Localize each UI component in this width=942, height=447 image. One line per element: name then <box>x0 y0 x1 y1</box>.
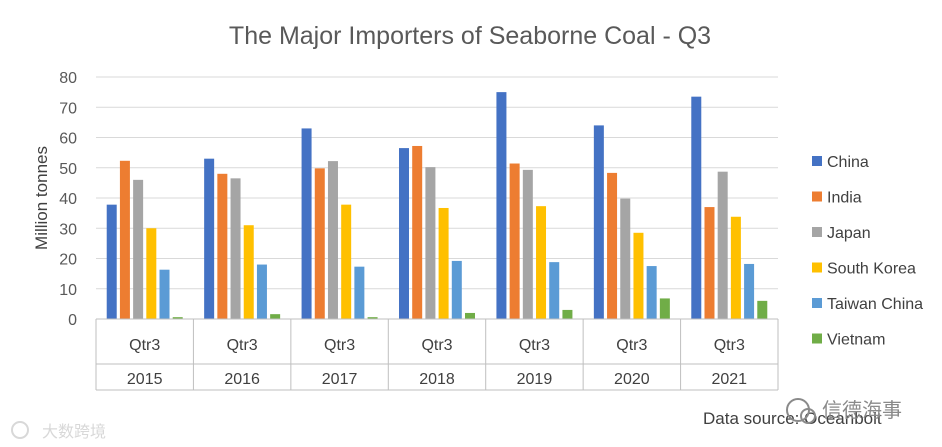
chart-title: The Major Importers of Seaborne Coal - Q… <box>229 22 711 50</box>
y-tick-label: 70 <box>59 100 77 117</box>
y-tick-label: 60 <box>59 131 77 148</box>
bar-south-korea-2020 <box>633 232 644 319</box>
x-quarter-label: Qtr3 <box>324 337 355 354</box>
legend: China India Japan South Korea Taiwan China Vi… <box>812 154 923 349</box>
bar-japan-2015 <box>133 179 144 319</box>
bar-south-korea-2015 <box>146 228 157 319</box>
y-axis-ticks: 0 10 20 30 40 50 60 70 80 <box>59 70 77 329</box>
bar-india-2020 <box>607 172 618 319</box>
bar-south-korea-2017 <box>341 204 352 319</box>
bar-india-2018 <box>412 145 423 319</box>
watermark-left-text: 大数跨境 <box>42 422 106 441</box>
bar-vietnam-2021 <box>757 300 768 319</box>
bar-china-2016 <box>204 158 215 319</box>
x-year-label: 2017 <box>322 371 358 388</box>
bar-india-2016 <box>217 173 228 319</box>
bar-china-2019 <box>496 92 507 319</box>
bar-vietnam-2017 <box>367 317 378 319</box>
legend-label: China <box>827 154 869 171</box>
bar-vietnam-2015 <box>172 317 183 319</box>
legend-swatch <box>812 333 822 344</box>
bar-taiwan-china-2015 <box>159 269 170 319</box>
bar-vietnam-2020 <box>659 298 670 319</box>
bar-china-2021 <box>691 96 702 319</box>
x-year-label: 2018 <box>419 371 455 388</box>
bar-vietnam-2018 <box>465 312 475 319</box>
bar-taiwan-china-2017 <box>354 266 365 319</box>
wechat-icon-inner <box>800 408 816 424</box>
watermark-logo-icon <box>11 421 29 439</box>
bar-china-2015 <box>106 204 117 319</box>
legend-label: India <box>827 190 862 207</box>
watermark-right: 信德海事 <box>786 398 902 424</box>
x-year-label: 2016 <box>224 371 260 388</box>
bar-india-2017 <box>314 168 325 319</box>
legend-label: Vietnam <box>827 332 885 349</box>
bar-india-2015 <box>119 160 130 319</box>
y-tick-label: 30 <box>59 221 77 238</box>
bar-japan-2019 <box>522 169 533 319</box>
bar-south-korea-2018 <box>438 207 449 319</box>
bar-taiwan-china-2019 <box>549 262 560 319</box>
y-axis-label: Million tonnes <box>32 146 51 250</box>
y-tick-label: 50 <box>59 161 77 178</box>
x-quarter-label: Qtr3 <box>714 337 745 354</box>
bar-south-korea-2016 <box>243 225 254 319</box>
x-year-label: 2020 <box>614 371 650 388</box>
bars <box>106 92 768 320</box>
bar-south-korea-2021 <box>730 216 741 319</box>
x-quarter-label: Qtr3 <box>129 337 160 354</box>
legend-swatch <box>812 262 822 273</box>
bar-vietnam-2016 <box>270 314 281 319</box>
x-year-label: 2021 <box>711 371 747 388</box>
bar-taiwan-china-2020 <box>646 266 657 319</box>
y-tick-label: 20 <box>59 252 77 269</box>
watermark-left: 大数跨境 <box>11 421 106 441</box>
bar-south-korea-2019 <box>536 206 547 319</box>
bar-japan-2016 <box>230 178 241 319</box>
bar-japan-2018 <box>425 167 436 319</box>
y-tick-label: 0 <box>68 312 77 329</box>
bar-taiwan-china-2016 <box>256 264 267 319</box>
x-quarter-label: Qtr3 <box>421 337 452 354</box>
bar-india-2019 <box>509 163 520 319</box>
x-year-label: 2015 <box>127 371 163 388</box>
legend-label: South Korea <box>827 261 916 278</box>
bar-vietnam-2019 <box>562 309 573 319</box>
bar-china-2017 <box>301 128 312 319</box>
gridlines <box>96 76 778 320</box>
x-quarter-label: Qtr3 <box>227 337 258 354</box>
watermark-right-text: 信德海事 <box>822 399 902 422</box>
bar-japan-2021 <box>717 171 728 319</box>
bar-japan-2017 <box>327 161 338 319</box>
legend-swatch <box>812 191 822 202</box>
bar-china-2020 <box>593 125 604 320</box>
legend-label: Taiwan China <box>827 296 923 313</box>
y-tick-label: 10 <box>59 282 77 299</box>
legend-swatch <box>812 298 822 308</box>
legend-swatch <box>812 227 822 237</box>
legend-label: Japan <box>827 225 871 242</box>
bar-china-2018 <box>399 148 409 319</box>
bar-taiwan-china-2021 <box>744 263 755 319</box>
x-year-label: 2019 <box>517 371 553 388</box>
legend-swatch <box>812 156 822 166</box>
x-quarter-label: Qtr3 <box>519 337 550 354</box>
y-tick-label: 80 <box>59 70 77 87</box>
x-quarter-label: Qtr3 <box>616 337 647 354</box>
bar-taiwan-china-2018 <box>451 260 462 319</box>
bar-india-2021 <box>704 207 715 319</box>
x-axis: Qtr3 2015 Qtr3 2016 Qtr3 2017 Qtr3 2018 Qtr3 2019… <box>95 318 779 391</box>
bar-japan-2020 <box>620 198 631 319</box>
y-tick-label: 40 <box>59 191 77 208</box>
